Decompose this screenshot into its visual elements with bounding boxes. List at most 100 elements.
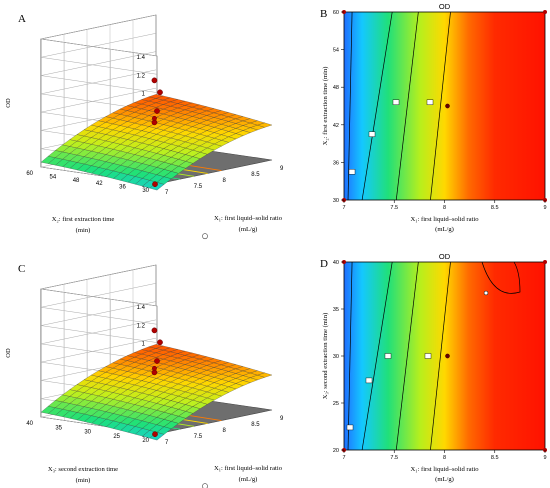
x-axis-label: (mL/g) [239,476,258,483]
x-axis-label: (mL/g) [435,226,454,233]
design-point [151,77,158,84]
y-axis-label: (min) [76,477,91,484]
panel-label: B [320,8,327,20]
design-point [152,181,158,188]
z-grid-line [40,283,158,325]
contour-line [361,11,393,201]
y-axis-label: X₃: second extraction time [48,466,118,473]
contour-label [365,377,373,384]
z-grid-line [40,301,158,343]
z-axis-label: OD [5,348,12,358]
x-axis-label: X₁: first liquid–solid ratio [410,466,479,473]
contour-label [368,131,376,137]
contour-line [395,11,419,201]
design-point [445,103,450,109]
contour-line [347,11,353,201]
contour-line [430,11,451,201]
y-tick-label: 30 [84,430,91,436]
x-tick-label: 7 [342,455,345,461]
contour-line [395,261,419,451]
surface-facet [257,122,273,128]
x-axis-label: X₁: first liquid–solid ratio [410,216,479,223]
x-tick-label: 9 [280,166,284,172]
y-axis-label: X₂: first extraction time (min) [322,67,329,146]
surface-facet [257,372,273,378]
x-axis-label: X₁: first liquid–solid ratio [214,465,283,472]
y-tick-label: 60 [26,171,33,177]
surface-panel-A: 00.20.40.60.811.21.477.588.5930364248546… [26,14,284,240]
y-axis-label: (min) [76,227,91,234]
y-tick-label: 40 [333,260,339,266]
y-tick-label: 36 [119,185,126,191]
design-point [151,365,157,371]
contour-fill [344,12,545,200]
y-tick-label: 25 [333,401,339,407]
z-axis-label: OD [5,98,12,108]
x-tick-label: 7 [165,440,169,446]
y-axis-label: X₂: first extraction time [52,216,115,223]
z-tick-label: 1 [142,342,146,348]
y-tick-label: 35 [55,425,62,431]
x-tick-label: 8.5 [251,172,260,178]
panel-label: A [18,13,26,25]
design-point [151,115,157,121]
x-tick-label: 8 [443,205,446,211]
x-tick-label: 9 [543,455,546,461]
y-tick-label: 40 [26,421,33,427]
x-tick-label: 8.5 [491,205,499,211]
contour-line [481,261,521,294]
contour-panel-B: 7 7.5 8 8.5 9 30 36 42 48 54 60 [333,10,547,211]
contour-marker [483,290,489,296]
design-point [202,483,208,488]
z-grid-line [40,14,158,57]
y-tick-label: 25 [113,434,120,440]
chart-title: OD [439,252,451,261]
z-grid-line [40,33,158,75]
chart-title: OD [439,2,451,11]
y-tick-label: 42 [333,123,339,129]
x-tick-label: 7.5 [194,184,203,190]
x-tick-label: 8.5 [251,422,260,428]
z-tick-label: 1 [142,92,146,98]
x-tick-label: 9 [280,416,284,422]
design-point [157,89,163,96]
design-point [543,10,547,14]
y-tick-label: 48 [73,178,80,184]
design-point [154,108,160,114]
y-tick-label: 54 [50,174,57,180]
x-tick-label: 8.5 [491,455,499,461]
x-tick-label: 7 [165,190,169,196]
z-grid-line [40,69,158,112]
design-point [152,431,158,438]
contour-label [346,424,354,431]
panel-label: C [18,263,25,275]
x-tick-label: 9 [543,205,546,211]
design-point [154,358,160,364]
y-tick-label: 30 [333,354,339,360]
contour-label [426,99,434,105]
y-axis-label: X₃: second extraction time (min) [322,313,329,400]
y-tick-label: 20 [333,448,339,454]
x-axis-label: X₁: first liquid–solid ratio [214,215,283,222]
y-tick-label: 60 [333,10,339,16]
design-point [157,339,163,346]
design-point [151,327,158,334]
y-tick-label: 35 [333,307,339,313]
contour-fill [344,262,545,450]
x-tick-label: 8 [223,178,227,184]
design-point [202,233,208,240]
panel-label: D [320,258,328,270]
y-tick-label: 20 [142,438,149,444]
x-tick-label: 7.5 [390,205,398,211]
z-grid-line [40,51,158,93]
contour-label [424,353,432,359]
contour-label [392,99,400,105]
x-tick-label: 8 [443,455,446,461]
z-grid-line [40,264,158,307]
contour-line [347,261,353,451]
y-tick-label: 54 [333,48,339,54]
contour-label [348,169,356,175]
contour-panel-D: 7 7.5 8 8.5 9 20 25 30 35 40 [333,260,547,461]
y-tick-label: 30 [142,188,149,194]
